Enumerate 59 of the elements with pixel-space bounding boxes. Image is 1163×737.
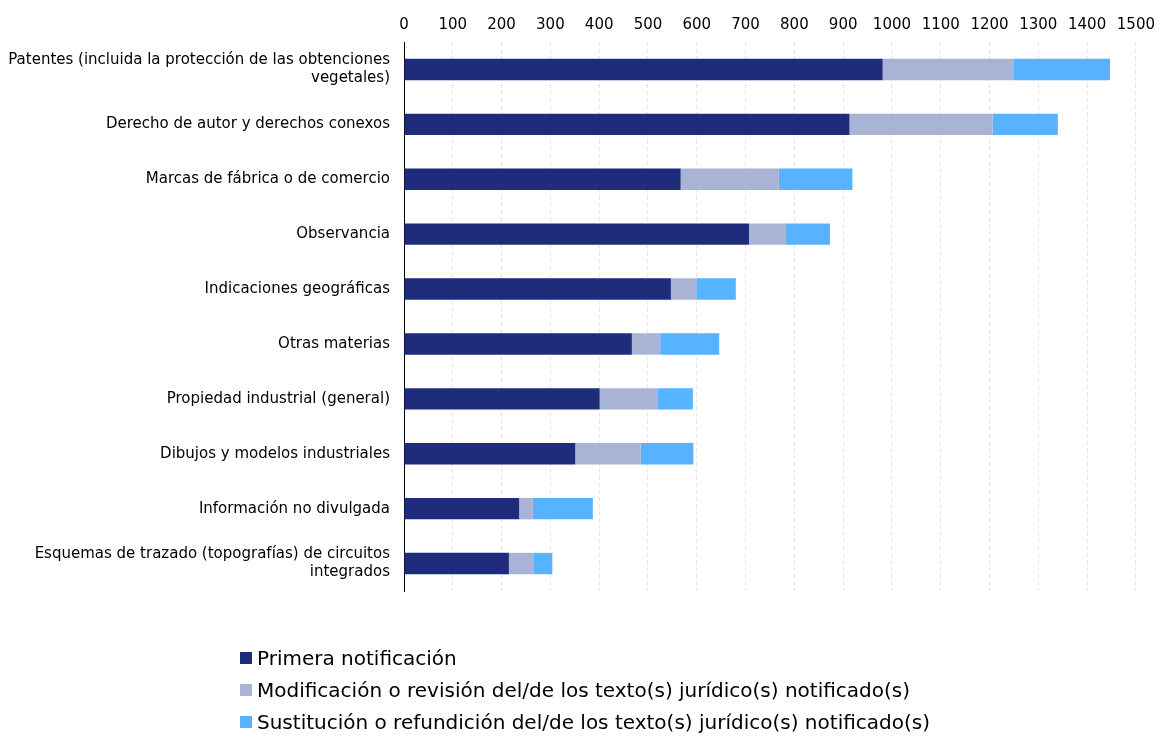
bar — [404, 443, 576, 465]
x-tick-label: 300 — [536, 14, 565, 33]
legend-label: Sustitución o refundición del/de los texto(s) jurídico(s) notificado(s) — [257, 709, 930, 736]
y-tick-label: Dibujos y modelos industriales — [160, 443, 391, 462]
x-tick-label: 1400 — [1068, 14, 1107, 33]
y-tick-label: Patentes (incluida la protección de las obtenciones vegetales) — [8, 50, 391, 87]
bar — [882, 58, 1014, 81]
bar — [508, 552, 534, 575]
x-tick-label: 1300 — [1019, 14, 1058, 33]
bar — [404, 223, 749, 245]
x-tick-label: 1200 — [970, 14, 1009, 33]
bar — [519, 497, 533, 520]
x-tick-label: 500 — [633, 14, 663, 33]
x-tick-label: 400 — [584, 14, 614, 33]
x-tick-label: 600 — [682, 14, 712, 33]
bar — [696, 278, 736, 300]
bar — [748, 223, 787, 245]
y-tick-label: Derecho de autor y derechos conexos — [105, 114, 391, 133]
x-tick-label: 700 — [731, 14, 760, 33]
x-tick-label: 900 — [828, 14, 858, 33]
x-tick-label: 1100 — [921, 14, 960, 33]
y-tick-label: Observancia — [296, 224, 390, 243]
x-tick-label: 1000 — [872, 14, 912, 33]
bar — [640, 443, 694, 465]
bar — [992, 113, 1058, 136]
bar — [1013, 58, 1111, 81]
x-tick-label: 100 — [438, 14, 468, 33]
bar — [532, 497, 593, 520]
bar — [404, 278, 671, 300]
bar — [657, 388, 693, 410]
x-tick-label: 1500 — [1116, 14, 1156, 33]
bar — [849, 113, 993, 136]
bar — [404, 388, 600, 410]
bar — [404, 333, 632, 355]
x-tick-label: 200 — [487, 14, 516, 33]
bar — [404, 113, 850, 136]
y-tick-label: Información no divulgada — [198, 498, 390, 517]
bar — [660, 333, 720, 355]
legend-label: Modificación o revisión del/de los texto(s) jurídico(s) notificado(s) — [257, 677, 911, 704]
bar — [786, 223, 830, 245]
bar — [670, 278, 697, 300]
bar — [680, 168, 779, 190]
y-tick-label: Indicaciones geográficas — [204, 278, 391, 297]
y-tick-label: Esquemas de trazado (topografías) de circuitos integrados — [34, 544, 391, 581]
bar — [778, 168, 853, 190]
legend-label: Primera notificación — [257, 645, 457, 672]
bar — [575, 443, 641, 465]
bar — [599, 388, 658, 410]
x-tick-label: 800 — [780, 14, 809, 33]
y-tick-label: Propiedad industrial (general) — [166, 388, 390, 407]
bar — [533, 552, 553, 575]
x-tick-label: 0 — [399, 14, 409, 33]
bar — [631, 333, 661, 355]
bar — [404, 552, 509, 575]
y-tick-label: Marcas de fábrica o de comercio — [145, 169, 390, 188]
bar — [404, 168, 681, 190]
y-tick-label: Otras materias — [278, 333, 391, 352]
bar — [404, 497, 520, 520]
bar — [404, 58, 883, 81]
